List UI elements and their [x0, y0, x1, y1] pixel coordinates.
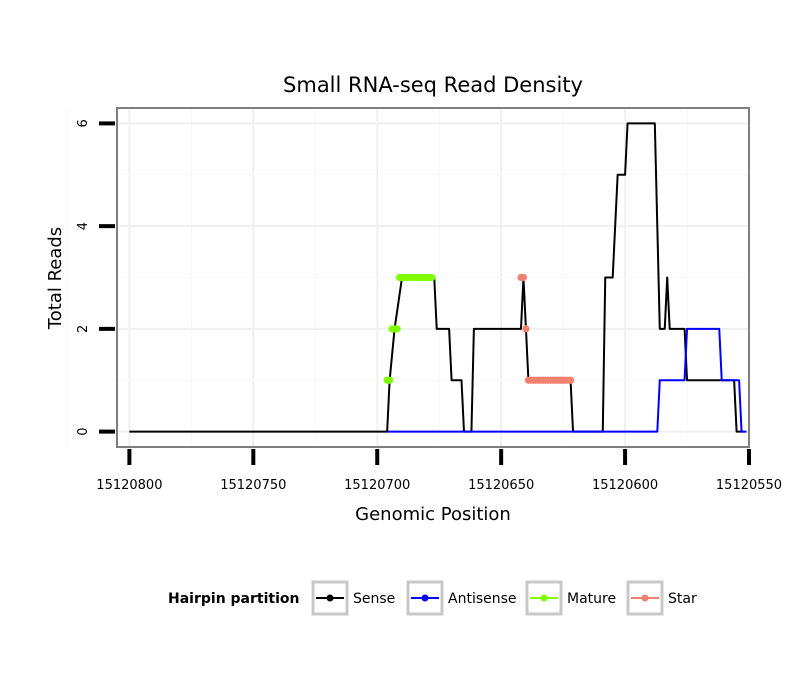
y-tick-label: 2: [76, 325, 91, 333]
x-tick-label: 15120550: [716, 478, 782, 493]
legend: Hairpin partition Sense Antisense Mature…: [168, 580, 697, 616]
y-axis: 0 2 4 6: [76, 119, 115, 436]
legend-label-sense: Sense: [353, 591, 395, 607]
point-star: [566, 376, 575, 384]
x-tick-label: 15120800: [96, 478, 162, 493]
point-star: [522, 325, 530, 333]
point-star: [519, 273, 528, 282]
series-line-antisense: [387, 327, 747, 433]
legend-key-sense: [311, 580, 349, 616]
legend-key-mature: [525, 580, 563, 616]
legend-label-antisense: Antisense: [448, 591, 517, 607]
x-tick-label: 15120750: [220, 478, 286, 493]
x-axis-label: Genomic Position: [355, 504, 511, 525]
legend-key-star: [626, 580, 664, 616]
x-axis: 15120800 15120750 15120700 15120650 15120600…: [96, 449, 782, 493]
series-layer: [129, 122, 747, 433]
point-mature: [428, 273, 436, 282]
point-mature: [393, 325, 401, 333]
y-tick-label: 6: [76, 119, 91, 127]
legend-label-star: Star: [668, 591, 697, 607]
gridlines: [66, 108, 750, 447]
y-tick-label: 4: [76, 222, 91, 230]
x-tick-label: 15120700: [344, 478, 410, 493]
legend-title: Hairpin partition: [168, 591, 299, 607]
point-mature: [386, 376, 394, 384]
legend-key-antisense: [406, 580, 444, 616]
y-tick-label: 0: [76, 427, 91, 435]
plot-border: [116, 107, 750, 448]
x-tick-label: 15120650: [468, 478, 534, 493]
y-axis-label: Total Reads: [45, 227, 66, 330]
legend-label-mature: Mature: [567, 591, 616, 607]
x-tick-label: 15120600: [592, 478, 658, 493]
chart-title: Small RNA-seq Read Density: [283, 73, 583, 97]
